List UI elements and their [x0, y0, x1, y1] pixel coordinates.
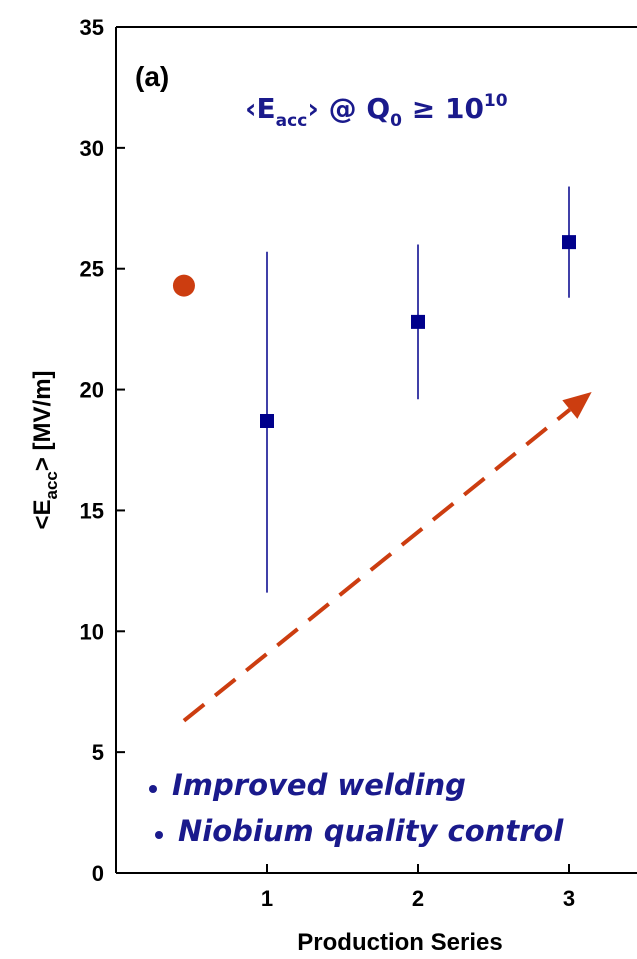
y-axis-title: <Eacc> [MV/m] — [29, 370, 61, 529]
y-tick-label-25: 25 — [80, 257, 104, 282]
ylabel-pre: <E — [29, 500, 56, 530]
y-tick-label-15: 15 — [80, 498, 104, 523]
ylabel-post: > [MV/m] — [29, 370, 56, 471]
axes — [115, 26, 637, 874]
data-point-series-1 — [260, 413, 274, 428]
data-point-reference — [172, 274, 195, 297]
x-tick-label-3: 3 — [563, 886, 575, 911]
y-tick-label-35: 35 — [80, 15, 104, 40]
y-tick-label-20: 20 — [80, 378, 104, 403]
x-tick-label-2: 2 — [412, 886, 424, 911]
title-geq: ≥ 10 — [402, 92, 484, 125]
y-ticks: 0 5 10 15 20 25 30 35 — [80, 15, 125, 886]
trend-arrow-head — [562, 391, 592, 419]
title-q-sub: 0 — [390, 111, 402, 131]
chart-title: ‹Eacc› @ Q0 ≥ 1010 — [245, 91, 508, 131]
arrow-layer — [182, 391, 592, 723]
data-point-series-3 — [562, 235, 576, 250]
annotation-list: Improved welding Niobium quality control — [149, 768, 564, 848]
data-point-series-2 — [411, 314, 425, 329]
panel-label: (a) — [135, 61, 169, 92]
title-sub: acc — [276, 111, 308, 131]
annotation-bullet-1 — [149, 785, 157, 793]
points-layer — [172, 186, 576, 593]
annotation-bullet-2 — [155, 831, 163, 839]
y-tick-label-30: 30 — [80, 136, 104, 161]
ylabel-sub: acc — [42, 471, 61, 499]
trend-arrow-shaft — [182, 408, 572, 723]
y-tick-label-5: 5 — [92, 740, 104, 765]
x-ticks: 1 2 3 — [261, 864, 575, 911]
y-tick-label-10: 10 — [80, 619, 104, 644]
annotation-2: Niobium quality control — [178, 814, 564, 848]
title-lt: ‹E — [245, 92, 276, 125]
y-tick-label-0: 0 — [92, 861, 104, 886]
title-gt: › @ Q — [307, 92, 390, 125]
annotation-1: Improved welding — [172, 768, 466, 802]
x-axis-title: Production Series — [297, 929, 502, 956]
x-tick-label-1: 1 — [261, 886, 273, 911]
title-exp: 10 — [484, 91, 508, 111]
